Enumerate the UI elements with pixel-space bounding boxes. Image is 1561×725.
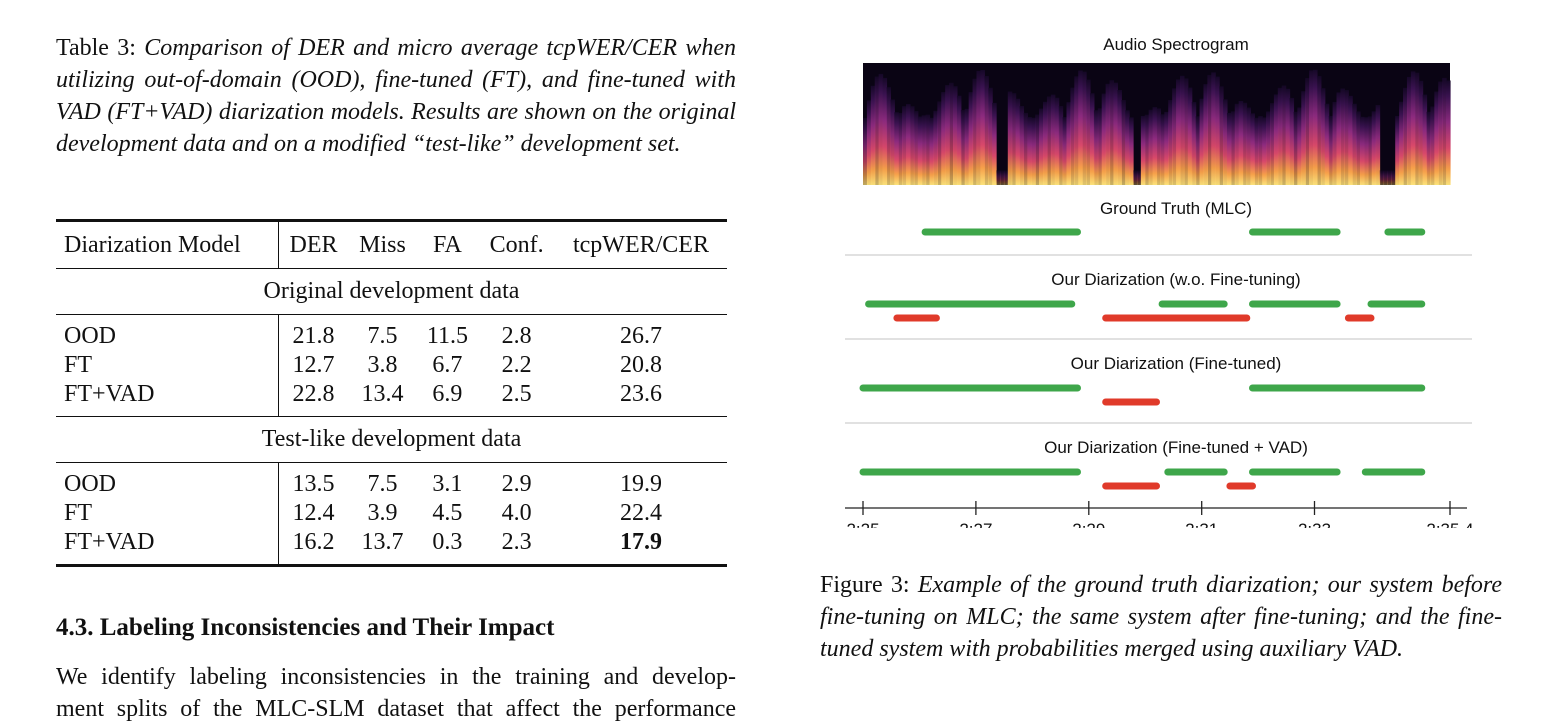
table-row: OOD 13.5 7.5 3.1 2.9 19.9: [56, 462, 727, 498]
section-title: Test-like development data: [56, 416, 727, 463]
cell-der: 13.5: [292, 471, 335, 497]
section-original: Original development data OOD 21.8 7.5 1…: [56, 268, 727, 417]
table-caption: Table 3: Comparison of DER and micro ave…: [56, 32, 736, 160]
cell-miss: 3.9: [367, 500, 398, 526]
cell-model: FT: [56, 498, 279, 529]
panel-title: Our Diarization (Fine-tuned): [1071, 354, 1282, 373]
cell-model: OOD: [56, 462, 279, 498]
cell-miss: 13.7: [361, 529, 404, 555]
axis-tick-label: 2:31: [1185, 520, 1218, 528]
cell-fa: 6.9: [432, 381, 463, 407]
cell-tcpwer-best: 17.9: [619, 529, 662, 555]
axis-tick-label: 2:33: [1298, 520, 1331, 528]
time-axis: 2:25 2:27 2:29 2:31 2:33 2:35.4: [845, 501, 1474, 528]
section-title: Original development data: [56, 268, 727, 315]
cell-tcpwer: 19.9: [619, 471, 662, 497]
cell-miss: 13.4: [361, 381, 404, 407]
header-model: Diarization Model: [56, 220, 279, 269]
body-paragraph: We identify labeling inconsistencies in …: [56, 661, 736, 725]
cell-conf: 2.5: [501, 381, 532, 407]
cell-fa: 0.3: [432, 529, 463, 555]
axis-tick-label: 2:35.4: [1426, 520, 1473, 528]
cell-fa: 4.5: [432, 500, 463, 526]
cell-fa: 3.1: [432, 471, 463, 497]
figure-caption-text: Example of the ground truth diarization;…: [820, 572, 1502, 662]
body-line: ment splits of the MLC-SLM dataset that …: [56, 696, 736, 722]
table-row: FT+VAD 22.8 13.4 6.9 2.5 23.6: [56, 381, 727, 417]
cell-fa: 11.5: [426, 323, 468, 349]
diarization-panel: Ground Truth (MLC): [845, 199, 1472, 256]
cell-tcpwer: 23.6: [619, 381, 662, 407]
cell-der: 12.7: [292, 352, 335, 378]
axis-tick-label: 2:25: [846, 520, 879, 528]
body-line: We identify labeling inconsistencies in …: [56, 664, 736, 690]
header-miss: Miss: [359, 231, 406, 258]
axis-tick-label: 2:27: [959, 520, 992, 528]
axis-tick-label: 2:29: [1072, 520, 1105, 528]
diarization-panel: Our Diarization (Fine-tuned): [845, 354, 1472, 424]
table-header: Diarization Model DER Miss FA Conf. tcpW…: [56, 220, 727, 269]
cell-tcpwer: 22.4: [619, 500, 662, 526]
cell-model: FT: [56, 350, 279, 381]
table-caption-text: Comparison of DER and micro average tcpW…: [56, 35, 736, 157]
table-row: OOD 21.8 7.5 11.5 2.8 26.7: [56, 314, 727, 350]
cell-der: 16.2: [292, 529, 335, 555]
header-der: DER: [289, 231, 338, 258]
section-heading: 4.3. Labeling Inconsistencies and Their …: [56, 614, 555, 641]
table-row: FT 12.4 3.9 4.5 4.0 22.4: [56, 498, 727, 529]
cell-miss: 3.8: [367, 352, 398, 378]
cell-der: 21.8: [292, 323, 335, 349]
header-conf: Conf.: [489, 231, 544, 258]
cell-tcpwer: 20.8: [619, 352, 662, 378]
spectrogram-title: Audio Spectrogram: [1103, 35, 1249, 54]
audio-spectrogram: [863, 63, 1451, 185]
cell-tcpwer: 26.7: [619, 323, 662, 349]
cell-conf: 4.0: [501, 500, 532, 526]
cell-conf: 2.2: [501, 352, 532, 378]
header-fa: FA: [432, 231, 462, 258]
table-caption-label: Table 3:: [56, 35, 136, 61]
cell-conf: 2.8: [501, 323, 532, 349]
diarization-panel: Our Diarization (w.o. Fine-tuning): [845, 270, 1472, 340]
header-tcpwer: tcpWER/CER: [572, 231, 709, 258]
figure-caption-label: Figure 3:: [820, 572, 910, 598]
diarization-panel: Our Diarization (Fine-tuned + VAD): [859, 438, 1426, 490]
cell-conf: 2.9: [501, 471, 532, 497]
panel-title: Our Diarization (w.o. Fine-tuning): [1051, 270, 1300, 289]
cell-miss: 7.5: [367, 323, 398, 349]
cell-der: 12.4: [292, 500, 335, 526]
table-row: FT 12.7 3.8 6.7 2.2 20.8: [56, 350, 727, 381]
cell-model: FT+VAD: [56, 529, 279, 566]
results-table: Diarization Model DER Miss FA Conf. tcpW…: [56, 219, 727, 567]
cell-model: FT+VAD: [56, 381, 279, 417]
panel-title: Ground Truth (MLC): [1100, 199, 1252, 218]
section-test-like: Test-like development data OOD 13.5 7.5 …: [56, 416, 727, 566]
cell-model: OOD: [56, 314, 279, 350]
panel-title: Our Diarization (Fine-tuned + VAD): [1044, 438, 1308, 457]
figure-caption: Figure 3: Example of the ground truth di…: [820, 569, 1502, 665]
diarization-figure: Audio Spectrogram Ground Truth (MLC) Our …: [845, 35, 1474, 528]
table-row: FT+VAD 16.2 13.7 0.3 2.3 17.9: [56, 529, 727, 566]
cell-miss: 7.5: [367, 471, 398, 497]
cell-conf: 2.3: [501, 529, 532, 555]
cell-fa: 6.7: [432, 352, 463, 378]
cell-der: 22.8: [292, 381, 335, 407]
